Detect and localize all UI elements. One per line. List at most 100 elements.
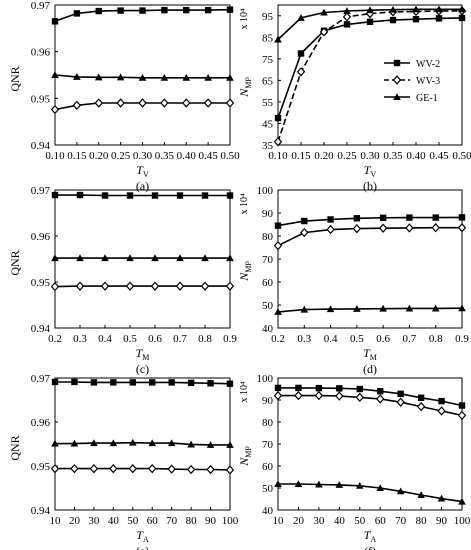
- x-tick-label: 0.5: [123, 333, 137, 345]
- data-point: [73, 73, 81, 80]
- data-point: [187, 440, 195, 448]
- data-point: [176, 254, 184, 262]
- data-point: [389, 5, 397, 13]
- y-axis-label-main: N: [237, 88, 251, 98]
- data-point: [327, 216, 334, 223]
- x-tick-label: 100: [222, 515, 239, 527]
- data-point: [176, 192, 184, 199]
- y-tick-label: 100: [257, 185, 274, 197]
- series-ge-1: [274, 480, 466, 505]
- x-axis-label-sub: A: [370, 535, 376, 544]
- x-axis-label: TV: [136, 163, 149, 179]
- data-point: [160, 98, 169, 108]
- x-tick-label: 80: [416, 515, 428, 527]
- y-tick-label: 55: [262, 97, 274, 109]
- data-point: [186, 464, 196, 475]
- data-point: [297, 50, 305, 57]
- data-point: [226, 192, 234, 199]
- series-line: [55, 441, 230, 446]
- data-point: [274, 35, 282, 43]
- data-point: [51, 18, 59, 25]
- series-wv-2: [51, 378, 234, 387]
- data-point: [167, 439, 176, 447]
- series-line: [277, 226, 462, 247]
- panel-label: (c): [136, 362, 149, 376]
- data-point: [315, 480, 323, 488]
- data-point: [95, 7, 102, 15]
- x-tick-label: 0.10: [268, 150, 288, 162]
- data-point: [458, 304, 466, 312]
- series-ge-1: [51, 71, 234, 81]
- y-tick-label: 0.97: [31, 185, 51, 197]
- y-axis-scale-label: x 10⁴: [239, 193, 250, 215]
- panel-label: (e): [136, 544, 149, 550]
- legend: WV-2 WV-3 GE-1: [380, 53, 460, 109]
- data-point: [406, 214, 413, 221]
- y-tick-label: 60: [262, 277, 274, 289]
- data-point: [294, 390, 303, 401]
- data-point: [432, 214, 439, 221]
- x-tick-label: 20: [293, 515, 305, 527]
- data-point: [128, 438, 137, 446]
- data-point: [225, 281, 235, 291]
- x-tick-label: 0.8: [198, 333, 212, 345]
- data-point: [314, 390, 324, 401]
- x-axis-label: TA: [364, 528, 377, 544]
- series-ge-1: [51, 438, 234, 448]
- data-point: [51, 254, 59, 262]
- data-point: [149, 379, 156, 386]
- data-point: [50, 281, 60, 292]
- x-tick-label: 0.35: [383, 150, 403, 162]
- series-wv-2: [274, 214, 466, 229]
- x-axis-label-main: T: [136, 163, 144, 177]
- data-point: [51, 71, 59, 78]
- data-point: [225, 465, 235, 475]
- data-point: [274, 384, 282, 392]
- data-point: [72, 100, 82, 111]
- data-point: [457, 223, 467, 233]
- x-axis-label-main: T: [363, 346, 371, 360]
- y-tick-label: 70: [262, 254, 274, 266]
- legend-label: GE-1: [416, 93, 438, 104]
- y-axis-scale-label: x 10⁴: [239, 8, 250, 30]
- x-tick-label: 0.5: [350, 333, 364, 345]
- data-point: [405, 223, 414, 233]
- series-line: [55, 467, 231, 471]
- data-point: [207, 380, 214, 387]
- data-point: [151, 254, 159, 262]
- data-point: [125, 281, 135, 291]
- data-point: [297, 14, 305, 21]
- data-point: [301, 217, 308, 225]
- data-point: [117, 7, 124, 14]
- y-tick-label: 90: [262, 395, 274, 407]
- data-point: [389, 16, 397, 24]
- x-axis-label-sub: M: [142, 353, 149, 362]
- x-tick-label: 0.9: [223, 333, 237, 345]
- series-wv-3: [273, 390, 467, 421]
- data-point: [200, 281, 210, 291]
- panel-label: (f): [364, 544, 376, 550]
- legend-label: WV-3: [416, 76, 440, 87]
- data-point: [355, 392, 364, 403]
- data-point: [150, 281, 160, 291]
- data-point: [355, 482, 364, 489]
- data-point: [76, 254, 84, 262]
- data-point: [203, 98, 213, 108]
- y-tick-label: 40: [262, 323, 274, 335]
- data-point: [101, 254, 109, 262]
- x-tick-label: 70: [395, 515, 407, 527]
- y-tick-label: 90: [262, 208, 274, 220]
- data-point: [353, 215, 361, 222]
- legend-marker: [393, 59, 401, 67]
- data-point: [226, 254, 234, 262]
- y-axis-label: NMP: [237, 261, 253, 282]
- x-tick-label: 0.8: [429, 333, 443, 345]
- data-point: [435, 5, 443, 13]
- data-point: [226, 74, 234, 81]
- y-axis-label: NMP: [237, 77, 253, 98]
- y-tick-label: 50: [262, 483, 274, 495]
- data-point: [183, 6, 190, 14]
- data-point: [274, 480, 282, 488]
